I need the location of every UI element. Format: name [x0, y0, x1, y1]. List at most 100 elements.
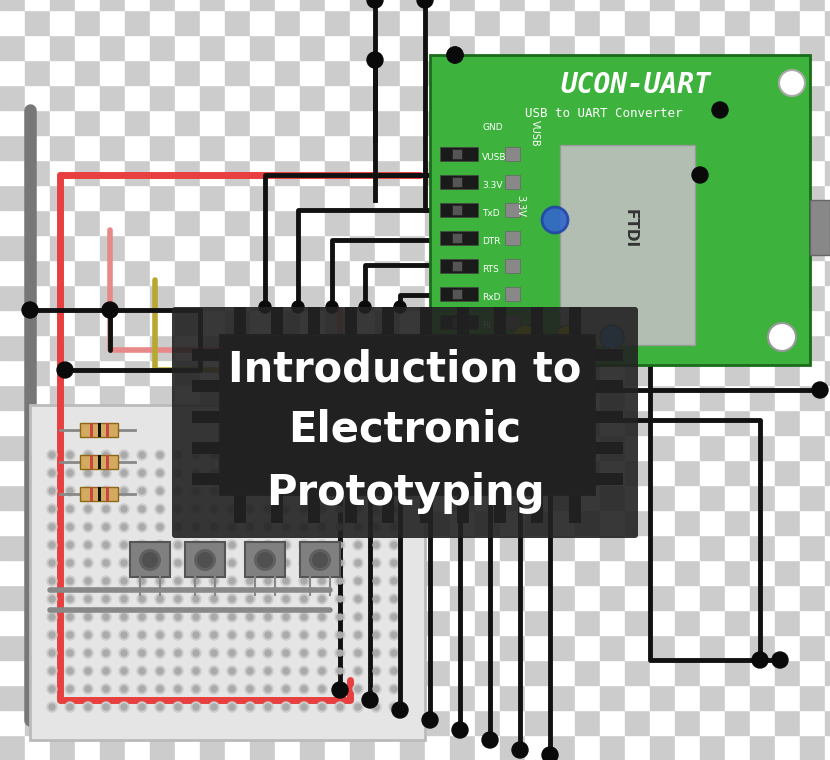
Circle shape [211, 452, 217, 458]
Bar [675, 510, 700, 535]
Bar [505, 203, 520, 217]
Bar [150, 610, 175, 635]
Circle shape [391, 452, 397, 458]
Bar [375, 210, 400, 235]
Circle shape [265, 632, 271, 638]
Circle shape [229, 614, 235, 620]
Circle shape [193, 686, 199, 692]
Bar [500, 210, 525, 235]
Bar [700, 335, 725, 360]
Bar [800, 385, 825, 410]
Bar [325, 560, 350, 585]
Circle shape [139, 650, 145, 656]
Bar [440, 259, 478, 273]
Circle shape [371, 630, 381, 640]
Bar [750, 585, 775, 610]
Circle shape [85, 524, 91, 530]
Circle shape [263, 540, 273, 550]
Bar [90, 455, 93, 469]
Bar [300, 660, 325, 685]
Bar [600, 135, 625, 160]
Bar [275, 535, 300, 560]
Circle shape [211, 470, 217, 476]
Bar [475, 85, 500, 110]
Circle shape [211, 506, 217, 512]
Bar [810, 200, 830, 255]
Circle shape [65, 486, 75, 496]
Circle shape [355, 596, 361, 602]
Circle shape [175, 506, 181, 512]
Bar [300, 710, 325, 735]
Bar [775, 585, 800, 610]
Circle shape [83, 594, 93, 604]
Circle shape [193, 488, 199, 494]
Bar [425, 260, 450, 285]
Text: Rx: Rx [517, 348, 529, 357]
Circle shape [211, 542, 217, 548]
Bar [75, 710, 100, 735]
Bar [500, 460, 525, 485]
Circle shape [542, 747, 558, 760]
Circle shape [85, 542, 91, 548]
Bar [125, 135, 150, 160]
Bar [600, 185, 625, 210]
Circle shape [101, 684, 111, 694]
Bar [125, 660, 150, 685]
Bar [475, 710, 500, 735]
Bar [425, 535, 450, 560]
Bar [225, 85, 250, 110]
Bar [350, 285, 375, 310]
Bar [250, 35, 275, 60]
Circle shape [373, 560, 379, 566]
Circle shape [247, 596, 253, 602]
Bar [350, 585, 375, 610]
Bar [250, 460, 275, 485]
Circle shape [119, 540, 129, 550]
Bar [725, 510, 750, 535]
Bar [725, 260, 750, 285]
Circle shape [263, 558, 273, 568]
Bar [600, 535, 625, 560]
Text: GND: GND [482, 123, 503, 132]
Circle shape [299, 468, 309, 478]
Bar [675, 710, 700, 735]
Bar [550, 685, 575, 710]
Bar [400, 285, 425, 310]
Bar [175, 160, 200, 185]
Bar [275, 85, 300, 110]
Circle shape [299, 702, 309, 712]
Bar [550, 135, 575, 160]
Bar [450, 60, 475, 85]
Bar [125, 10, 150, 35]
Bar [550, 335, 575, 360]
Bar [550, 635, 575, 660]
Circle shape [283, 506, 289, 512]
Bar [25, 585, 50, 610]
Circle shape [85, 614, 91, 620]
Bar [595, 442, 623, 454]
Bar [175, 10, 200, 35]
Circle shape [263, 612, 273, 622]
Circle shape [229, 524, 235, 530]
Bar [225, 610, 250, 635]
Bar [125, 335, 150, 360]
Bar [250, 660, 275, 685]
Bar [700, 135, 725, 160]
Bar [550, 485, 575, 510]
Bar [200, 60, 225, 85]
Bar [325, 460, 350, 485]
Circle shape [85, 650, 91, 656]
Bar [400, 160, 425, 185]
Circle shape [482, 732, 498, 748]
Bar [275, 360, 300, 385]
Bar [375, 85, 400, 110]
Bar [125, 60, 150, 85]
Bar [775, 260, 800, 285]
Circle shape [229, 560, 235, 566]
Bar [750, 410, 775, 435]
Bar [625, 635, 650, 660]
Bar [450, 285, 475, 310]
Bar [400, 585, 425, 610]
Bar [675, 435, 700, 460]
Bar [125, 460, 150, 485]
